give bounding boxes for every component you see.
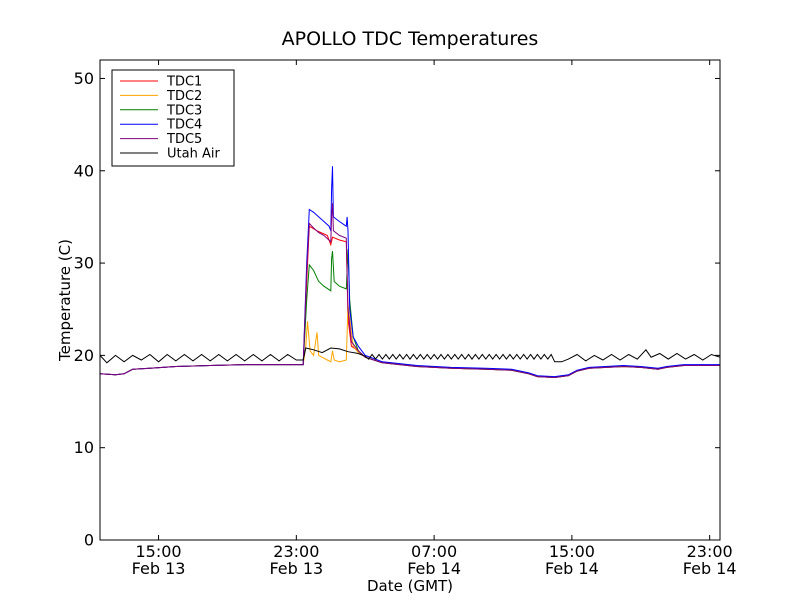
x-tick-date-label: Feb 14: [683, 559, 737, 578]
series-line-tdc5: [99, 203, 720, 379]
y-tick-label: 30: [74, 254, 94, 273]
x-tick-date-label: Feb 13: [269, 559, 323, 578]
series-line-utah-air: [99, 347, 721, 364]
x-tick-time-label: 15:00: [549, 542, 595, 561]
legend-label-tdc3: TDC3: [166, 103, 202, 118]
legend-box: [111, 69, 235, 167]
legend-label-utah-air: Utah Air: [167, 147, 220, 162]
y-tick-label: 10: [74, 438, 94, 457]
x-tick-date-label: Feb 13: [132, 559, 186, 578]
y-tick-label: 40: [74, 161, 94, 180]
legend-label-tdc5: TDC5: [166, 132, 202, 147]
legend-label-tdc2: TDC2: [166, 89, 202, 104]
x-tick-time-label: 07:00: [411, 542, 457, 561]
x-axis-label: Date (GMT): [367, 577, 453, 595]
y-tick-label: 0: [84, 531, 94, 550]
plot-frame: [99, 59, 721, 541]
legend-label-tdc1: TDC1: [166, 75, 202, 90]
y-tick-label: 20: [74, 346, 94, 365]
x-tick-date-label: Feb 14: [545, 559, 599, 578]
x-tick-time-label: 23:00: [687, 542, 733, 561]
series-layer: [99, 166, 721, 379]
x-tick-date-label: Feb 14: [407, 559, 461, 578]
chart-title: APOLLO TDC Temperatures: [282, 28, 539, 50]
x-tick-time-label: 15:00: [136, 542, 182, 561]
y-tick-label: 50: [74, 69, 94, 88]
legend-label-tdc4: TDC4: [166, 118, 202, 133]
y-axis-label: Temperature (C): [56, 239, 74, 362]
x-tick-time-label: 23:00: [273, 542, 319, 561]
